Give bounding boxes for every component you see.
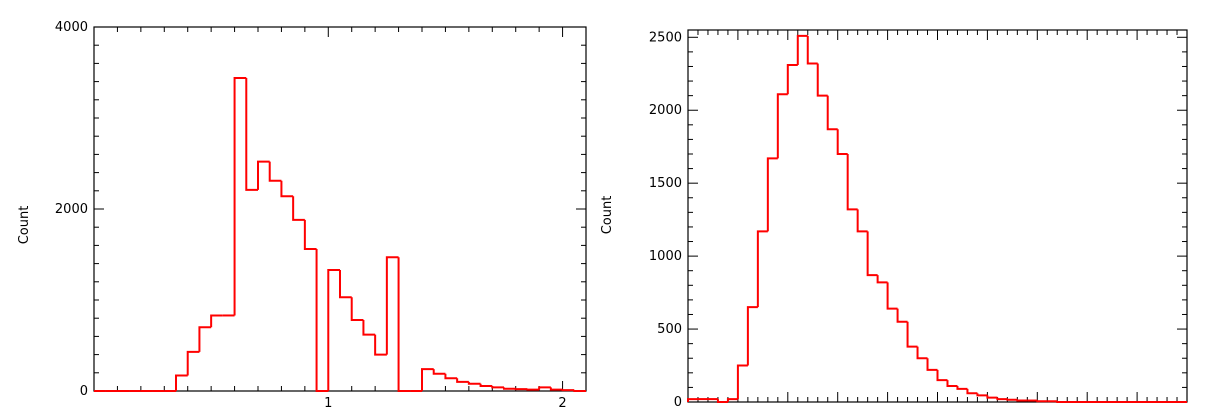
left-hist-bar [397, 257, 411, 392]
right-hist-bar [786, 64, 798, 95]
left-hist-bar [292, 196, 305, 221]
right-hist-bar [896, 308, 908, 323]
right-hist-bar [776, 93, 788, 159]
right-hist-bar [836, 129, 848, 155]
left-hist-bar [280, 180, 294, 198]
left-hist-bar [479, 383, 493, 387]
right-hist-bar [866, 231, 878, 277]
left-x-tick-label: 1 [324, 396, 332, 411]
right-y-tick-label: 1000 [649, 249, 682, 264]
right-axis-ticks: 0 500 1000 1500 2000 2500 [649, 30, 1188, 410]
right-hist-bar [816, 63, 828, 97]
left-hist-bar [573, 390, 586, 392]
left-hist-bar [549, 387, 563, 391]
right-hist-bar [936, 369, 948, 382]
right-hist-bar [726, 398, 738, 402]
left-hist-bar [538, 386, 551, 390]
left-hist-bar [456, 378, 469, 383]
right-hist-bar [926, 358, 938, 371]
right-hist-bar [966, 388, 978, 395]
right-hist-bar [1036, 400, 1048, 403]
right-hist-bar [906, 321, 918, 348]
left-hist-bar [257, 160, 270, 190]
right-hist-bar [796, 34, 808, 66]
left-hist-bar [210, 314, 223, 328]
right-hist-bar [946, 380, 958, 387]
right-hist-bar [716, 399, 728, 403]
right-hist-bar [876, 275, 888, 284]
left-histogram [94, 76, 586, 392]
right-hist-bar [687, 398, 698, 402]
right-hist-bar [986, 395, 998, 399]
left-hist-bar [339, 269, 352, 299]
right-hist-bar [976, 393, 988, 397]
left-hist-bar [303, 219, 317, 251]
right-hist-bar [886, 282, 898, 310]
right-histogram [687, 34, 1187, 403]
left-x-tick-label: 2 [558, 396, 566, 411]
left-hist-bar [198, 326, 212, 352]
right-y-tick-label: 2500 [649, 30, 682, 45]
left-hist-bar [315, 249, 329, 392]
right-hist-bar [766, 157, 778, 232]
right-y-tick-label: 0 [674, 395, 682, 410]
left-panel: 0 2000 4000 1 2 Count [17, 20, 587, 411]
left-hist-bar [175, 374, 188, 391]
left-plot-frame [93, 26, 587, 392]
left-hist-bar [444, 373, 458, 380]
left-y-tick-label: 2000 [55, 202, 88, 217]
left-axis-ticks: 0 2000 4000 1 2 [55, 20, 587, 411]
right-hist-bar [746, 306, 758, 366]
right-hist-bar [756, 230, 768, 308]
left-y-tick-label: 0 [80, 384, 88, 399]
left-hist-bar [503, 387, 516, 390]
right-hist-bar [996, 397, 1008, 401]
left-hist-bar [421, 368, 434, 391]
left-hist-bar [432, 369, 446, 375]
right-hist-bar [856, 209, 868, 233]
right-hist-bar [736, 364, 748, 400]
left-hist-bar [374, 334, 387, 356]
right-hist-bar [1006, 398, 1018, 401]
right-hist-bar [1016, 399, 1028, 402]
right-hist-bar [956, 385, 968, 390]
right-y-tick-label: 1500 [649, 176, 682, 191]
left-hist-bar [362, 320, 376, 336]
left-hist-bar [327, 268, 340, 391]
right-ylabel: Count [600, 196, 615, 235]
left-hist-bar [350, 297, 364, 322]
right-panel: 0 500 1000 1500 2000 2500 Count [600, 29, 1188, 410]
left-ylabel: Count [17, 206, 32, 245]
left-hist-bar [268, 161, 282, 182]
left-hist-bar [385, 256, 399, 355]
left-hist-bar [491, 385, 504, 389]
left-hist-bar [233, 76, 247, 316]
left-y-tick-label: 4000 [55, 20, 88, 35]
right-hist-bar [806, 35, 818, 65]
right-y-tick-label: 2000 [649, 103, 682, 118]
left-hist-bar [186, 350, 200, 376]
right-hist-bar [846, 154, 858, 211]
right-y-tick-label: 500 [657, 322, 682, 337]
right-hist-bar [1056, 401, 1068, 403]
right-hist-bar [916, 346, 928, 360]
right-hist-bar [826, 95, 838, 131]
right-plot-frame [687, 29, 1188, 403]
left-hist-bar [245, 77, 258, 191]
left-hist-bar [467, 381, 481, 385]
